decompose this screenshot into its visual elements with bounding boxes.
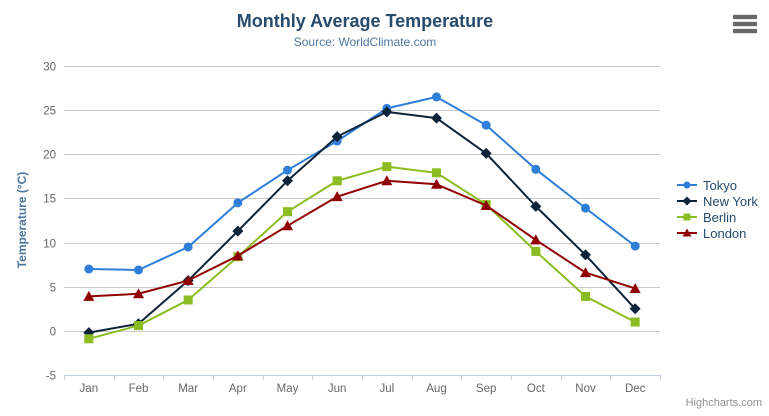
marker-triangle[interactable]	[530, 234, 542, 245]
y-axis-tick-label: 0	[50, 327, 56, 339]
x-axis-tick-label: Jul	[379, 383, 394, 395]
marker-diamond[interactable]	[381, 106, 393, 118]
marker-triangle[interactable]	[232, 250, 244, 261]
marker-triangle[interactable]	[629, 282, 641, 293]
legend-symbol-square-icon	[677, 213, 697, 221]
marker-circle[interactable]	[134, 265, 143, 275]
x-axis-tick-label: Feb	[129, 383, 149, 395]
marker-square[interactable]	[84, 334, 94, 344]
marker-circle[interactable]	[683, 181, 691, 189]
marker-diamond[interactable]	[331, 131, 343, 143]
y-axis-tick-label: 10	[43, 239, 56, 251]
credits-link[interactable]: Highcharts.com	[685, 397, 762, 409]
marker-square[interactable]	[432, 168, 441, 178]
hamburger-icon	[733, 15, 757, 19]
y-axis-tick-label: 5	[50, 283, 56, 295]
x-axis-tick-label: Oct	[527, 383, 546, 395]
marker-square[interactable]	[332, 176, 342, 186]
chart-subtitle: Source: WorldClimate.com	[293, 35, 437, 49]
marker-triangle[interactable]	[431, 178, 442, 189]
marker-circle[interactable]	[531, 164, 541, 174]
x-axis-tick-label: Sep	[476, 383, 496, 395]
x-axis-tick-label: Aug	[426, 383, 446, 395]
marker-triangle[interactable]	[83, 290, 95, 301]
marker-circle[interactable]	[581, 203, 590, 213]
series-line	[87, 179, 637, 298]
marker-triangle[interactable]	[682, 228, 692, 237]
marker-diamond[interactable]	[629, 303, 641, 315]
marker-circle[interactable]	[283, 165, 292, 175]
legend-label: London	[703, 225, 747, 241]
marker-triangle[interactable]	[282, 220, 293, 231]
chart-title: Monthly Average Temperature	[236, 11, 494, 31]
y-axis-tick-label: 15	[43, 194, 56, 206]
series-line	[87, 165, 637, 340]
x-axis-tick-label: Mar	[178, 383, 198, 395]
y-axis-tick-label: -5	[46, 371, 56, 383]
marker-triangle[interactable]	[480, 199, 492, 210]
hamburger-icon	[733, 29, 757, 33]
legend-symbol-circle-icon	[677, 181, 697, 189]
marker-triangle[interactable]	[133, 288, 144, 299]
x-axis-tick-label: Jan	[80, 383, 99, 395]
legend-item-london[interactable]: London	[676, 225, 758, 241]
series-tokyo	[84, 92, 640, 275]
legend-marker	[682, 196, 692, 206]
marker-diamond[interactable]	[282, 175, 293, 187]
marker-circle[interactable]	[183, 242, 193, 252]
marker-circle[interactable]	[233, 198, 243, 208]
marker-circle[interactable]	[481, 120, 491, 130]
legend-item-new-york[interactable]: New York	[676, 193, 758, 209]
legend-label: Berlin	[703, 209, 737, 225]
x-axis-tick-label: May	[277, 383, 299, 395]
x-axis-tick-label: Nov	[575, 383, 596, 395]
y-axis-tick-label: 20	[43, 150, 56, 162]
marker-square[interactable]	[531, 246, 541, 256]
legend-label: New York	[703, 193, 758, 209]
hamburger-icon	[733, 22, 757, 26]
series-london	[83, 175, 641, 301]
marker-diamond[interactable]	[682, 196, 692, 206]
legend-item-tokyo[interactable]: Tokyo	[676, 177, 758, 193]
x-axis-tick-label: Jun	[328, 383, 347, 395]
marker-square[interactable]	[683, 213, 691, 221]
legend-label: Tokyo	[703, 177, 737, 193]
marker-diamond[interactable]	[232, 225, 244, 237]
marker-circle[interactable]	[630, 241, 640, 251]
legend-symbol-triangle-icon	[677, 228, 697, 237]
marker-square[interactable]	[283, 207, 292, 217]
legend-item-berlin[interactable]: Berlin	[676, 209, 758, 225]
marker-square[interactable]	[382, 162, 392, 172]
marker-square[interactable]	[581, 291, 590, 301]
x-axis-tick-label: Dec	[625, 383, 646, 395]
legend-marker	[683, 181, 691, 189]
legend-marker	[683, 213, 691, 221]
export-menu-button[interactable]	[732, 14, 758, 34]
marker-diamond[interactable]	[480, 147, 492, 159]
marker-square[interactable]	[630, 317, 640, 327]
marker-triangle[interactable]	[182, 275, 194, 286]
marker-diamond[interactable]	[530, 200, 542, 212]
marker-diamond[interactable]	[431, 112, 442, 124]
marker-square[interactable]	[134, 321, 143, 331]
marker-circle[interactable]	[432, 92, 441, 102]
legend-marker	[682, 228, 692, 237]
y-axis-tick-label: 30	[43, 62, 56, 74]
marker-triangle[interactable]	[381, 175, 393, 186]
marker-triangle[interactable]	[331, 191, 343, 202]
legend: Tokyo New York Berlin London	[676, 177, 758, 241]
y-axis-title: Temperature (°C)	[15, 171, 29, 269]
series-new-york	[83, 106, 641, 339]
y-axis-tick-label: 25	[43, 106, 56, 118]
marker-circle[interactable]	[84, 264, 94, 274]
marker-diamond[interactable]	[580, 249, 591, 261]
marker-triangle[interactable]	[580, 267, 591, 278]
marker-square[interactable]	[183, 295, 193, 305]
series-line	[87, 110, 637, 334]
x-axis-tick-label: Apr	[229, 383, 247, 395]
legend-symbol-diamond-icon	[677, 196, 697, 206]
